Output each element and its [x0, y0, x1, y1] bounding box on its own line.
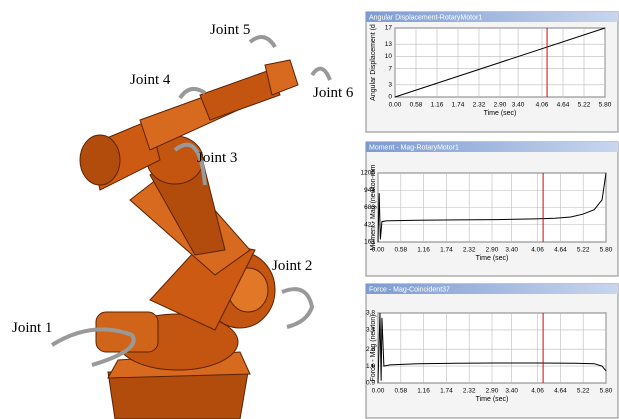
x-tick-label: 2.90 — [486, 388, 499, 395]
joint-label: Joint 2 — [272, 258, 312, 274]
x-tick-label: 4.64 — [554, 247, 567, 254]
x-tick-label: 2.90 — [494, 102, 507, 109]
robot — [80, 60, 298, 419]
chart-title: Moment - Mag-RotaryMotor1 — [369, 144, 459, 151]
y-tick-label: 7 — [388, 65, 392, 72]
chart-title: Force - Mag-Coincident37 — [369, 286, 450, 293]
x-tick-label: 3.40 — [512, 102, 525, 109]
x-tick-label: 1.16 — [417, 247, 430, 254]
x-tick-label: 4.06 — [536, 102, 549, 109]
y-axis-label: Force - Mag (newton) — [370, 315, 377, 382]
x-tick-label: 0.00 — [389, 102, 402, 109]
x-axis-label: Time (sec) — [476, 255, 509, 262]
y-tick-label: 0 — [388, 94, 392, 101]
x-axis-label: Time (sec) — [484, 110, 517, 117]
joint-label: Joint 3 — [197, 150, 237, 166]
x-tick-label: 4.64 — [557, 102, 570, 109]
x-tick-label: 3.40 — [505, 247, 518, 254]
y-tick-label: 3 — [388, 82, 392, 89]
x-tick-label: 0.58 — [394, 388, 407, 395]
x-axis-label: Time (sec) — [476, 396, 509, 403]
figure: Joint 5 Joint 4 Joint 6 Joint 3 Joint 2 … — [0, 0, 619, 419]
y-tick-label: 17 — [385, 25, 393, 32]
x-tick-label: 1.74 — [440, 388, 453, 395]
joint-label: Joint 6 — [313, 85, 354, 101]
x-tick-label: 0.58 — [394, 247, 407, 254]
x-tick-label: 5.80 — [600, 388, 613, 395]
x-tick-label: 5.22 — [578, 102, 591, 109]
x-tick-label: 1.74 — [452, 102, 465, 109]
y-axis-label: Angular Displacement (d — [370, 24, 377, 101]
x-tick-label: 0.00 — [372, 388, 385, 395]
y-tick-label: 10 — [385, 53, 393, 60]
x-tick-label: 4.06 — [531, 247, 544, 254]
x-tick-label: 2.32 — [463, 247, 476, 254]
x-tick-label: 4.64 — [554, 388, 567, 395]
chart-title: Angular Displacement-RotaryMotor1 — [369, 14, 482, 21]
joint-label: Joint 1 — [12, 320, 52, 336]
x-tick-label: 1.16 — [417, 388, 430, 395]
chart-panel: Moment - Mag-RotaryMotor1161422683944120… — [361, 142, 618, 276]
x-tick-label: 5.80 — [599, 102, 612, 109]
x-tick-label: 4.06 — [531, 388, 544, 395]
x-tick-label: 5.22 — [577, 247, 590, 254]
y-tick-label: 13 — [385, 41, 393, 48]
x-tick-label: 1.74 — [440, 247, 453, 254]
x-tick-label: 1.16 — [431, 102, 444, 109]
joint-label: Joint 4 — [130, 72, 171, 88]
x-tick-label: 0.58 — [410, 102, 423, 109]
chart-panel: Angular Displacement-RotaryMotor1 0 3 7 10 13… — [366, 12, 618, 132]
x-tick-label: 5.22 — [577, 388, 590, 395]
x-tick-label: 2.32 — [463, 388, 476, 395]
chart-panel: Force - Mag-Coincident370.91.62.33.13.80… — [366, 284, 618, 418]
x-tick-label: 2.32 — [473, 102, 486, 109]
x-tick-label: 5.80 — [600, 247, 613, 254]
y-axis-label: Moment - Mag (newton-mm — [370, 164, 377, 250]
x-tick-label: 3.40 — [505, 388, 518, 395]
x-tick-label: 2.90 — [486, 247, 499, 254]
joint-label: Joint 5 — [210, 22, 250, 38]
